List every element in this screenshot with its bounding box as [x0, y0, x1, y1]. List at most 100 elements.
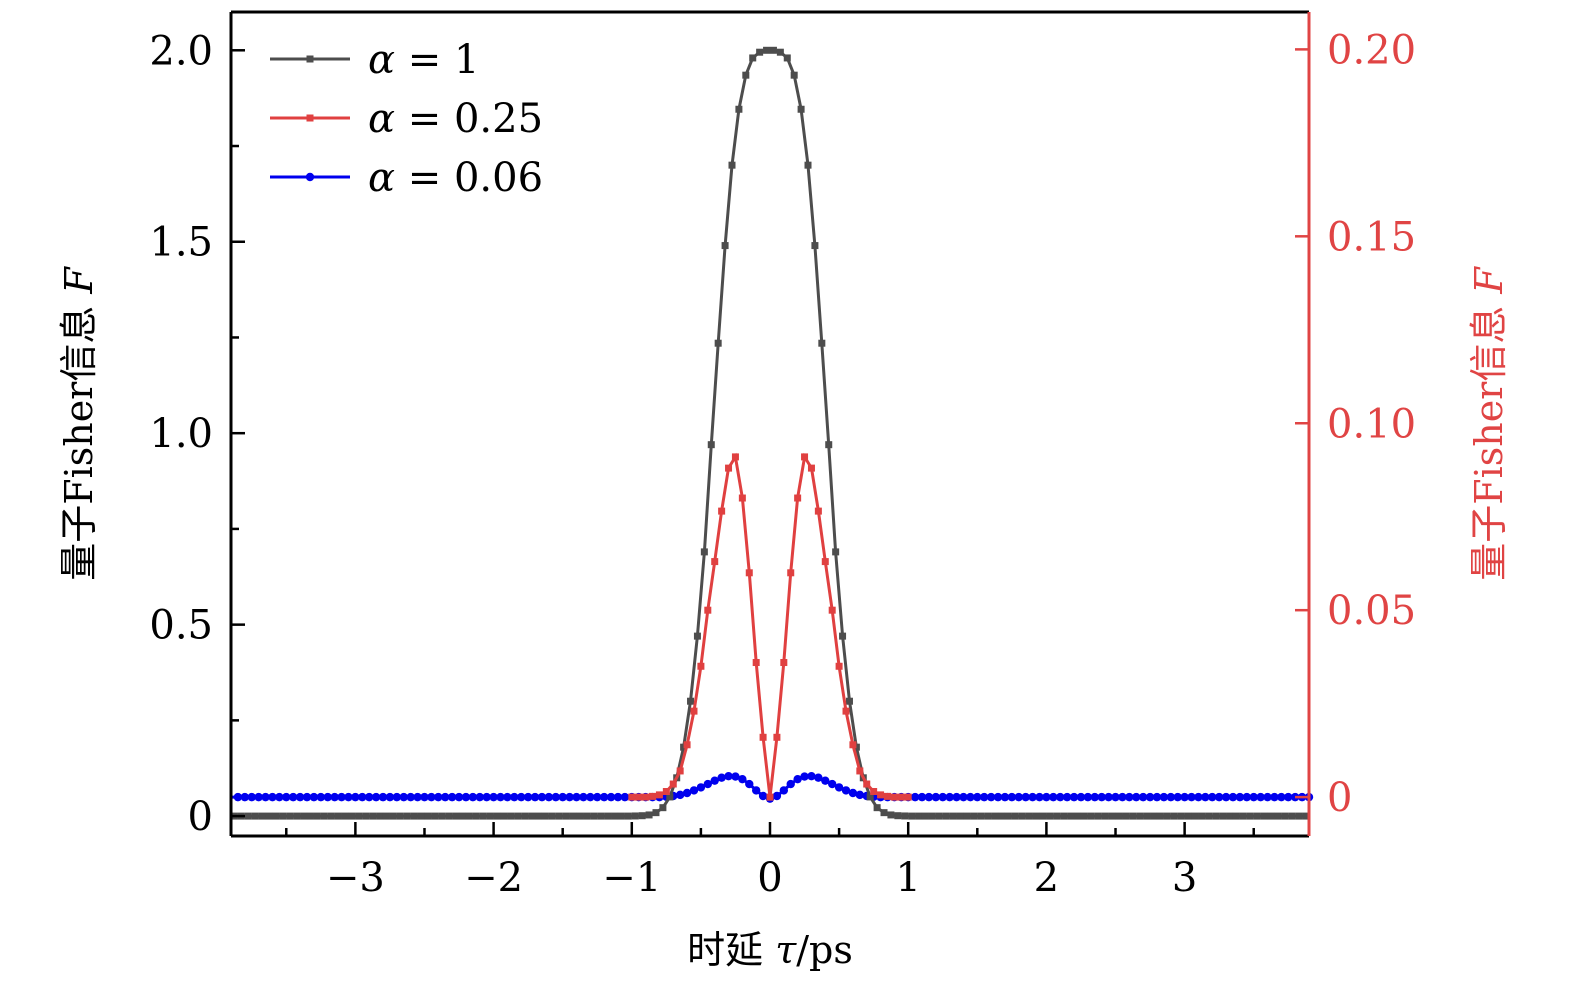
data-point — [503, 792, 512, 802]
data-point — [642, 793, 650, 801]
data-point — [751, 786, 761, 795]
data-point — [1228, 792, 1238, 802]
data-point — [725, 464, 733, 472]
data-point — [787, 569, 795, 577]
x-tick-label: −1 — [602, 855, 661, 901]
data-point — [551, 792, 560, 802]
data-point — [1074, 812, 1082, 820]
y-right-axis-title: 量子Fisher信息 F — [1467, 266, 1511, 581]
data-point — [275, 792, 284, 802]
data-point — [1053, 812, 1061, 820]
data-point — [1132, 792, 1141, 802]
data-point — [406, 792, 415, 802]
legend-label: α = 1 — [368, 37, 479, 83]
data-point — [821, 776, 830, 785]
data-point — [611, 812, 619, 820]
data-point — [1097, 792, 1106, 802]
data-point — [1270, 792, 1279, 802]
data-point — [507, 812, 515, 820]
data-point — [1235, 792, 1245, 802]
data-point — [597, 812, 605, 820]
data-point — [984, 812, 992, 820]
data-point — [897, 793, 905, 801]
legend: α = 1α = 0.25α = 0.06 — [270, 37, 543, 201]
data-point — [320, 812, 328, 820]
data-point — [378, 792, 388, 802]
data-point — [341, 812, 349, 820]
data-point — [371, 792, 381, 802]
data-point — [1156, 812, 1164, 820]
data-point — [424, 812, 432, 820]
data-point — [510, 792, 519, 802]
x-tick-label: −2 — [464, 855, 523, 901]
data-point — [839, 632, 847, 640]
data-point — [863, 780, 871, 788]
data-point — [620, 792, 630, 802]
data-point — [1032, 812, 1040, 820]
data-point — [233, 792, 243, 802]
y-right-tick-label: 0.20 — [1327, 27, 1416, 73]
data-point — [1104, 792, 1113, 802]
data-point — [1281, 812, 1289, 820]
data-point — [434, 792, 443, 802]
data-point — [711, 558, 719, 566]
data-point — [1187, 792, 1196, 802]
data-point — [659, 804, 667, 812]
data-point — [1115, 812, 1123, 820]
data-point — [1060, 812, 1068, 820]
legend-item-0: α = 1 — [270, 37, 479, 83]
data-point — [687, 697, 695, 705]
data-point — [628, 793, 636, 801]
data-point — [945, 792, 954, 802]
y-right-axis-title-text: 量子Fisher信息 — [1467, 294, 1511, 581]
data-point — [997, 812, 1005, 820]
data-point — [728, 161, 736, 169]
data-point — [431, 812, 439, 820]
data-point — [1173, 792, 1182, 802]
data-point — [562, 812, 570, 820]
data-point — [1028, 792, 1037, 802]
data-point — [827, 779, 837, 789]
legend-item-2: α = 0.06 — [270, 155, 543, 201]
data-point — [617, 812, 625, 820]
data-point — [790, 71, 798, 79]
data-point — [880, 809, 888, 817]
data-point — [306, 812, 314, 820]
data-point — [1136, 812, 1144, 820]
data-point — [441, 792, 450, 802]
data-point — [786, 779, 795, 789]
x-tick-label: −3 — [326, 855, 385, 901]
data-point — [1076, 792, 1086, 802]
data-point — [514, 812, 522, 820]
data-point — [590, 812, 598, 820]
data-point — [251, 812, 259, 820]
data-point — [1007, 792, 1017, 802]
data-point — [365, 792, 374, 802]
data-point — [427, 792, 436, 802]
x-axis-title-unit: /ps — [796, 928, 853, 972]
data-point — [721, 242, 729, 250]
x-tick-label: 1 — [895, 855, 920, 901]
data-point — [1042, 792, 1051, 802]
series-2 — [231, 771, 1314, 803]
data-point — [403, 812, 411, 820]
data-point — [835, 662, 843, 670]
data-point — [745, 569, 753, 577]
data-point — [949, 812, 957, 820]
data-point — [848, 788, 858, 798]
y-right-tick-label: 0.15 — [1327, 214, 1416, 260]
data-point — [942, 812, 950, 820]
data-point — [452, 812, 460, 820]
data-point — [475, 792, 484, 802]
data-point — [928, 812, 936, 820]
data-point — [901, 812, 909, 820]
data-point — [986, 792, 996, 802]
data-point — [963, 812, 971, 820]
data-point — [707, 441, 715, 449]
data-point — [749, 54, 757, 62]
data-point — [873, 804, 881, 812]
data-point — [327, 812, 335, 820]
data-point — [295, 792, 305, 802]
data-point — [1101, 812, 1109, 820]
